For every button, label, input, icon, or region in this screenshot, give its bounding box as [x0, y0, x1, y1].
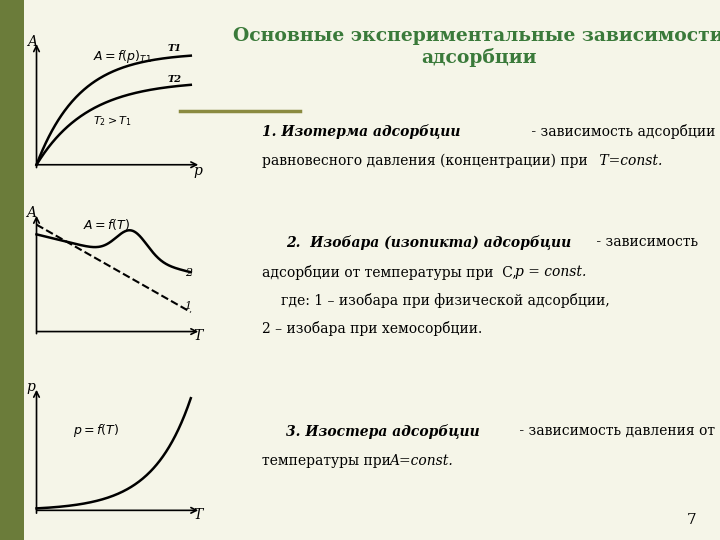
Text: A=const.: A=const. — [390, 454, 454, 468]
Text: $A = f(p)_{T1}$: $A = f(p)_{T1}$ — [93, 49, 152, 65]
Text: p: p — [26, 381, 35, 394]
Text: равновесного давления (концентрации) при: равновесного давления (концентрации) при — [262, 154, 592, 168]
Text: - зависимость адсорбции от: - зависимость адсорбции от — [527, 124, 720, 139]
Text: - зависимость: - зависимость — [592, 235, 698, 249]
Text: T=const.: T=const. — [595, 154, 662, 168]
Text: A: A — [27, 35, 37, 49]
Text: p = const.: p = const. — [515, 265, 586, 279]
Text: 1: 1 — [184, 301, 192, 311]
Text: где: 1 – изобара при физической адсорбции,: где: 1 – изобара при физической адсорбци… — [281, 293, 610, 308]
Text: 3. Изостера адсорбции: 3. Изостера адсорбции — [286, 424, 480, 439]
Text: адсорбции от температуры при  C,: адсорбции от температуры при C, — [262, 265, 525, 280]
Text: 7: 7 — [686, 512, 696, 526]
Text: T: T — [194, 508, 202, 522]
Text: $A = f(T)$: $A = f(T)$ — [83, 218, 130, 233]
Text: 2 – изобара при хемосорбции.: 2 – изобара при хемосорбции. — [262, 321, 482, 336]
Text: 1. Изотерма адсорбции: 1. Изотерма адсорбции — [262, 124, 460, 139]
Text: T1: T1 — [168, 44, 181, 53]
Text: T2: T2 — [168, 75, 181, 84]
Text: - зависимость давления от: - зависимость давления от — [515, 424, 715, 438]
Text: A: A — [26, 206, 36, 220]
Text: T: T — [194, 329, 202, 343]
Text: $T_2 > T_1$: $T_2 > T_1$ — [93, 114, 132, 128]
Text: Основные экспериментальные зависимости
адсорбции: Основные экспериментальные зависимости а… — [233, 27, 720, 67]
Text: 2.  Изобара (изопикта) адсорбции: 2. Изобара (изопикта) адсорбции — [286, 235, 571, 250]
Text: температуры при: температуры при — [262, 454, 400, 468]
Text: $p = f(T)$: $p = f(T)$ — [73, 422, 119, 439]
Text: 2: 2 — [184, 268, 192, 278]
Text: p: p — [194, 164, 202, 178]
